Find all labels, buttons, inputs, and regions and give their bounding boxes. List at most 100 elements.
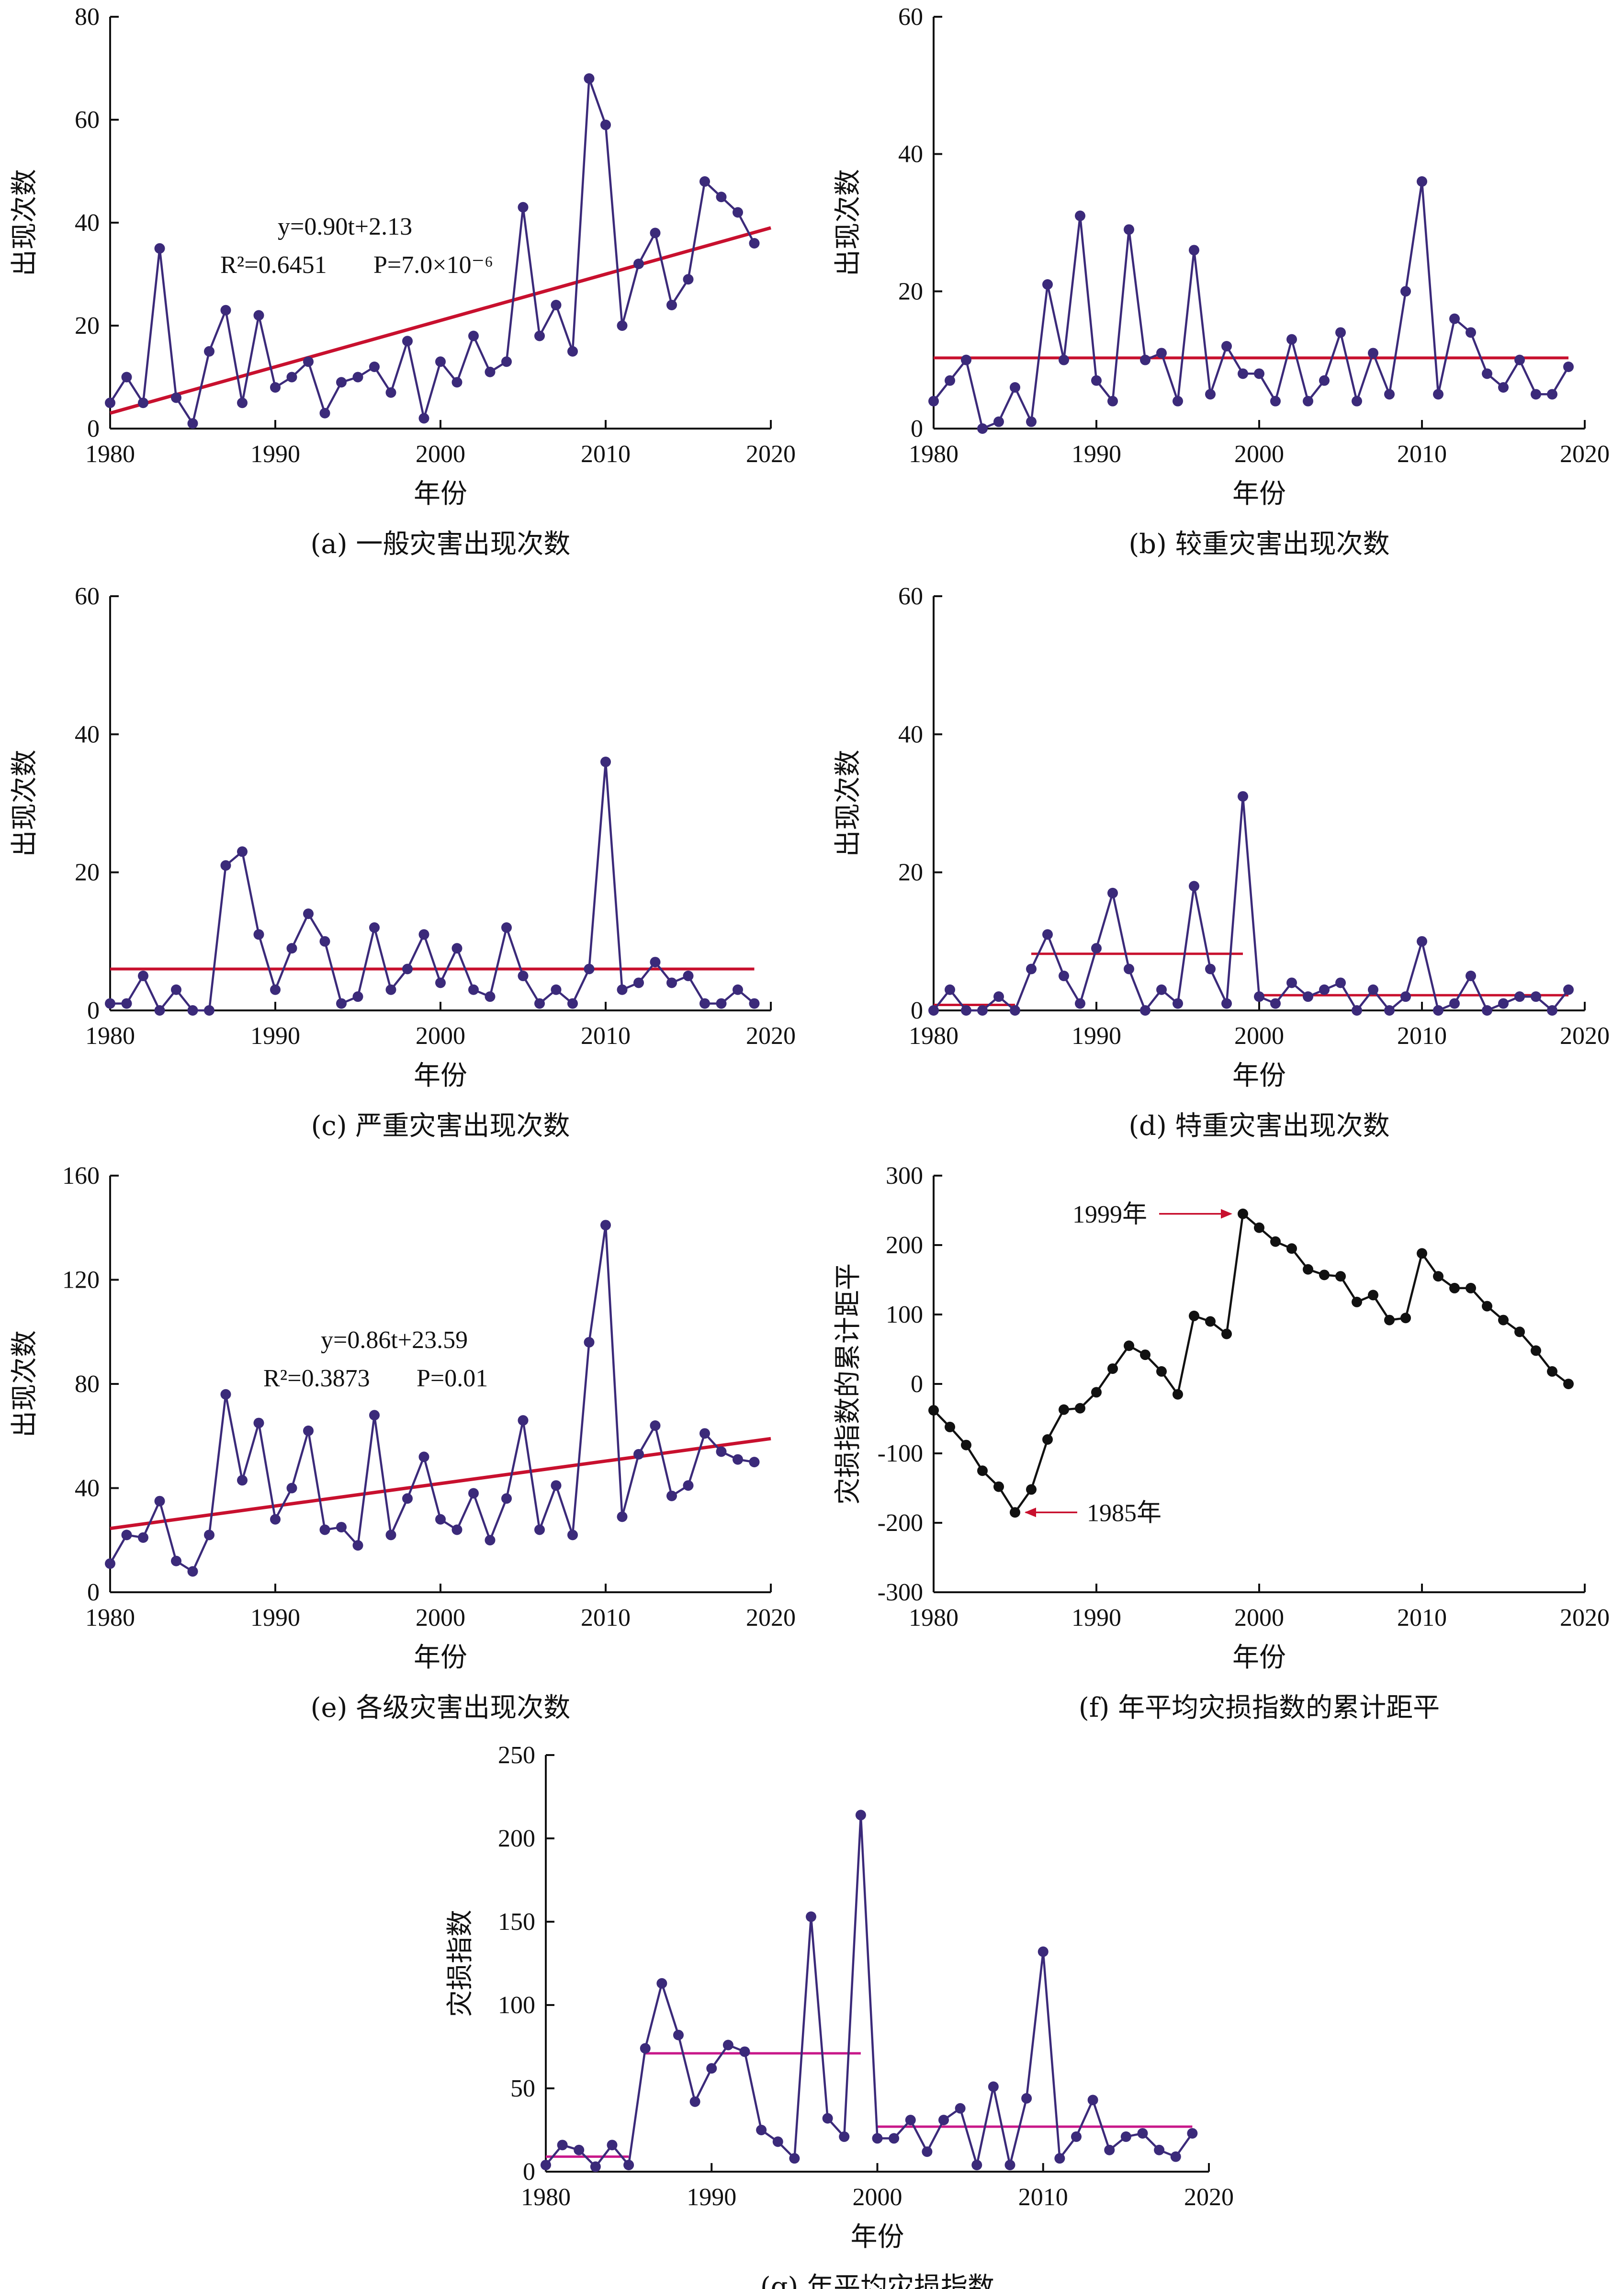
x-tick-label: 1980 [909, 1022, 959, 1050]
data-point [1352, 396, 1362, 407]
data-point [1270, 396, 1281, 407]
data-point [1205, 963, 1216, 975]
data-point [633, 977, 644, 988]
x-tick-label: 1990 [250, 1604, 300, 1632]
data-point [1482, 1005, 1492, 1016]
x-axis-title: 年份 [414, 478, 467, 510]
data-point [1042, 1434, 1053, 1445]
data-point [806, 1911, 816, 1922]
data-point [1124, 224, 1134, 235]
data-point [121, 372, 132, 383]
data-point [839, 2131, 850, 2142]
x-axis-title: 年份 [1232, 1060, 1286, 1091]
data-point [617, 984, 628, 995]
y-tick-label: -200 [878, 1509, 923, 1537]
data-point [1187, 2128, 1198, 2139]
data-point [567, 1530, 578, 1541]
y-tick-label: 200 [498, 1825, 535, 1852]
data-point [633, 1449, 644, 1460]
data-point [1498, 1314, 1509, 1326]
y-tick-label: 20 [75, 859, 100, 886]
regression-r2: R²=0.6451 [220, 251, 327, 279]
chart-panel-c: 0 20 40 60 1980 1990 2000 2010 2020 年份 出现次数 (c) 严重灾… [9, 583, 796, 1142]
y-tick-label: 50 [510, 2075, 535, 2102]
data-point [270, 382, 281, 393]
data-point [1417, 176, 1427, 187]
data-point [1091, 1387, 1102, 1398]
y-tick-label: 160 [62, 1162, 100, 1190]
data-point [1087, 2095, 1098, 2106]
data-point [1270, 1236, 1281, 1247]
data-point [822, 2113, 833, 2124]
data-point [1286, 334, 1297, 345]
data-point [204, 1005, 214, 1016]
y-axis-title: 灾损指数 [445, 1910, 476, 2017]
y-tick-label: 60 [75, 106, 100, 134]
data-point [749, 1457, 760, 1468]
data-point [1173, 998, 1183, 1009]
data-point [485, 991, 496, 1002]
data-point [1156, 1366, 1167, 1377]
data-point [1059, 354, 1069, 365]
data-point [220, 860, 231, 871]
data-point [1189, 1310, 1199, 1321]
x-tick-label: 1980 [85, 1604, 135, 1632]
data-point [1120, 2131, 1131, 2142]
data-point [1303, 1264, 1313, 1275]
data-point [1042, 279, 1053, 290]
data-point [1140, 354, 1150, 365]
data-point [1221, 998, 1232, 1009]
data-point [1238, 791, 1248, 802]
data-point [1140, 1005, 1150, 1016]
x-axis-title: 年份 [1232, 1642, 1286, 1673]
y-tick-label: 0 [87, 1579, 100, 1606]
x-tick-label: 1980 [909, 441, 959, 468]
data-point [534, 998, 545, 1009]
regression-r2: R²=0.3873 [263, 1365, 370, 1392]
data-point [1042, 929, 1053, 940]
data-point [1254, 368, 1264, 379]
chart-panel-d: 0 20 40 60 1980 1990 2000 2010 2020 年份 出现次数 (d) 特重灾… [833, 583, 1610, 1142]
data-point [1335, 1271, 1346, 1282]
data-point [607, 2140, 618, 2151]
data-point [1059, 1404, 1069, 1415]
x-tick-label: 2020 [1184, 2184, 1234, 2211]
data-point [1189, 881, 1199, 892]
data-point [1238, 1208, 1248, 1219]
data-point [988, 2081, 999, 2092]
data-point [1482, 368, 1492, 379]
y-tick-label: 80 [75, 1371, 100, 1398]
data-point [1352, 1005, 1362, 1016]
y-tick-label: 20 [75, 312, 100, 340]
data-point [1010, 1507, 1020, 1518]
data-point [872, 2133, 883, 2144]
data-point [1075, 998, 1085, 1009]
data-point [733, 1454, 743, 1465]
data-point [534, 330, 545, 341]
data-point [1368, 348, 1378, 359]
data-point [171, 984, 181, 995]
data-point [551, 984, 562, 995]
data-point [733, 207, 743, 218]
data-point [1433, 389, 1444, 400]
data-point [303, 1425, 314, 1436]
panel-caption: (b) 较重灾害出现次数 [1128, 529, 1389, 560]
data-point [1400, 286, 1411, 297]
x-tick-label: 2010 [1018, 2184, 1068, 2211]
x-axis-title: 年份 [414, 1060, 467, 1091]
data-point [1319, 1269, 1330, 1280]
data-point [352, 991, 363, 1002]
panel-caption: (a) 一般灾害出现次数 [311, 529, 571, 560]
data-point [1026, 963, 1037, 975]
y-tick-label: 150 [498, 1908, 535, 1936]
regression-p: P=0.01 [417, 1365, 488, 1392]
data-point [352, 1540, 363, 1551]
data-point [733, 984, 743, 995]
data-point [319, 936, 330, 947]
data-point [1254, 1222, 1264, 1233]
data-point [928, 1405, 939, 1416]
x-tick-label: 1990 [250, 1022, 300, 1050]
x-tick-label: 1990 [1071, 441, 1121, 468]
data-point [623, 2160, 634, 2171]
data-point [1563, 362, 1574, 372]
